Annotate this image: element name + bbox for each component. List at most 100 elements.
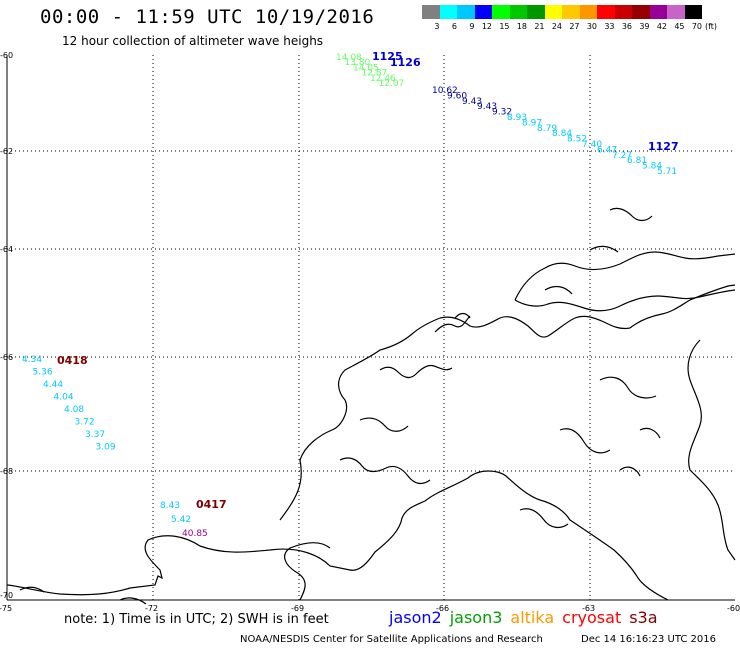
wave-height-value: 4.08 (64, 405, 84, 415)
lon-tick-label: -60 (727, 604, 740, 613)
map-title: 00:00 - 11:59 UTC 10/19/2016 (40, 6, 375, 28)
legend-swatch (614, 5, 632, 19)
pass-time-label: 0418 (57, 354, 88, 367)
lon-tick-label: -72 (145, 604, 158, 613)
wave-height-value: 3.09 (96, 443, 116, 453)
legend-label: 18 (516, 22, 527, 31)
wave-height-value: 10.62 (432, 86, 458, 96)
credit-line: NOAA/NESDIS Center for Satellite Applica… (240, 634, 543, 645)
wave-height-value: 14.05 (353, 63, 379, 73)
wave-height-value: 5.84 (642, 162, 662, 172)
legend-swatch (579, 5, 597, 19)
wave-height-value: 6.81 (627, 156, 647, 166)
legend-label: 70 (691, 22, 702, 31)
lat-tick-label: -62 (0, 147, 13, 156)
wave-height-value: 3.37 (85, 430, 105, 440)
legend-swatch (457, 5, 475, 19)
map-frame (6, 55, 735, 601)
lon-tick-label: -63 (582, 604, 595, 613)
legend-swatch (439, 5, 457, 19)
lon-tick-label: -75 (0, 604, 12, 613)
lat-tick-label: -70 (0, 591, 13, 600)
wave-height-value: 7.40 (582, 140, 602, 150)
wave-height-value: 9.60 (447, 91, 467, 101)
map-subtitle: 12 hour collection of altimeter wave hei… (62, 34, 324, 48)
legend-label: 24 (551, 22, 562, 31)
legend-swatch (492, 5, 510, 19)
pass-time-label: 1126 (390, 56, 421, 69)
coastline (6, 207, 736, 605)
wave-height-value: 12.87 (362, 69, 388, 79)
wave-height-value: 8.93 (507, 113, 527, 123)
legend-label: 42 (656, 22, 667, 31)
legend-swatch (474, 5, 492, 19)
lon-tick-label: -66 (436, 604, 449, 613)
mission-label: jason3 (449, 608, 503, 627)
wave-height-value: 13.80 (345, 58, 371, 68)
legend-swatch (527, 5, 545, 19)
legend-swatch (649, 5, 667, 19)
lat-tick-label: -68 (0, 467, 13, 476)
lat-tick-label: -64 (0, 245, 13, 254)
legend-label: 6 (451, 22, 457, 31)
legend-swatch (684, 5, 702, 19)
legend-swatch (562, 5, 580, 19)
legend-label: 3 (434, 22, 440, 31)
mission-legend: jason2 jason3 altika cryosat s3a (389, 608, 666, 627)
wave-height-value: 12.46 (370, 74, 396, 84)
color-legend (422, 5, 702, 19)
legend-swatch (597, 5, 615, 19)
wave-height-value: 5.71 (657, 167, 677, 177)
pass-time-label: 1125 (372, 50, 403, 63)
wave-height-value: 3.72 (75, 418, 95, 428)
pass-time-label: 0417 (196, 498, 227, 511)
legend-label: 15 (499, 22, 510, 31)
legend-label: 27 (569, 22, 580, 31)
wave-height-value: 6.47 (597, 145, 617, 155)
lat-tick-label: -60 (0, 51, 13, 60)
legend-label: 36 (621, 22, 632, 31)
graticule (7, 55, 735, 600)
lat-tick-label: -66 (0, 353, 13, 362)
wave-height-value: 4.34 (22, 355, 42, 365)
color-legend-labels: 3 6 9 12 15 18 21 24 27 30 33 36 39 42 45 70 (ft) (422, 22, 717, 31)
legend-swatch (667, 5, 685, 19)
wave-height-value: 8.43 (160, 501, 180, 511)
wave-height-value: 7.27 (612, 151, 632, 161)
pass-time-label: 1127 (648, 140, 679, 153)
mission-label: altika (510, 608, 555, 627)
legend-unit: (ft) (705, 22, 718, 31)
wave-height-value: 4.04 (54, 393, 74, 403)
legend-label: 33 (604, 22, 615, 31)
wave-height-value: 14.08 (336, 53, 362, 63)
wave-height-value: 4.44 (43, 380, 63, 390)
mission-label: jason2 (389, 608, 442, 627)
wave-height-value: 5.36 (33, 368, 53, 378)
legend-label: 9 (469, 22, 475, 31)
lon-tick-label: -69 (291, 604, 304, 613)
axis-ticks: -60 -62 -64 -66 -68 -70 -75 -72 -69 -66 -63 -60 (0, 51, 740, 613)
legend-swatch (422, 5, 440, 19)
wave-height-value: 40.85 (182, 529, 208, 539)
wave-height-value: 9.43 (477, 102, 497, 112)
mission-label: s3a (629, 608, 658, 627)
legend-label: 21 (534, 22, 545, 31)
altimeter-tracks: 14.0813.8014.0512.8712.4612.07112510.629… (22, 50, 679, 539)
legend-swatch (632, 5, 650, 19)
mission-label: cryosat (562, 608, 622, 627)
wave-height-value: 9.43 (462, 97, 482, 107)
wave-height-value: 8.79 (537, 124, 557, 134)
wave-height-value: 8.97 (522, 118, 542, 128)
wave-height-value: 8.84 (552, 129, 572, 139)
legend-label: 39 (639, 22, 650, 31)
timestamp: Dec 14 16:16:23 UTC 2016 (581, 634, 716, 645)
legend-label: 30 (586, 22, 597, 31)
legend-label: 45 (674, 22, 685, 31)
legend-swatch (544, 5, 562, 19)
wave-height-value: 5.42 (171, 515, 191, 525)
wave-height-value: 8.52 (567, 135, 587, 145)
map-note: note: 1) Time is in UTC; 2) SWH is in fe… (64, 612, 329, 627)
legend-swatch (509, 5, 527, 19)
wave-height-value: 12.07 (379, 79, 405, 89)
